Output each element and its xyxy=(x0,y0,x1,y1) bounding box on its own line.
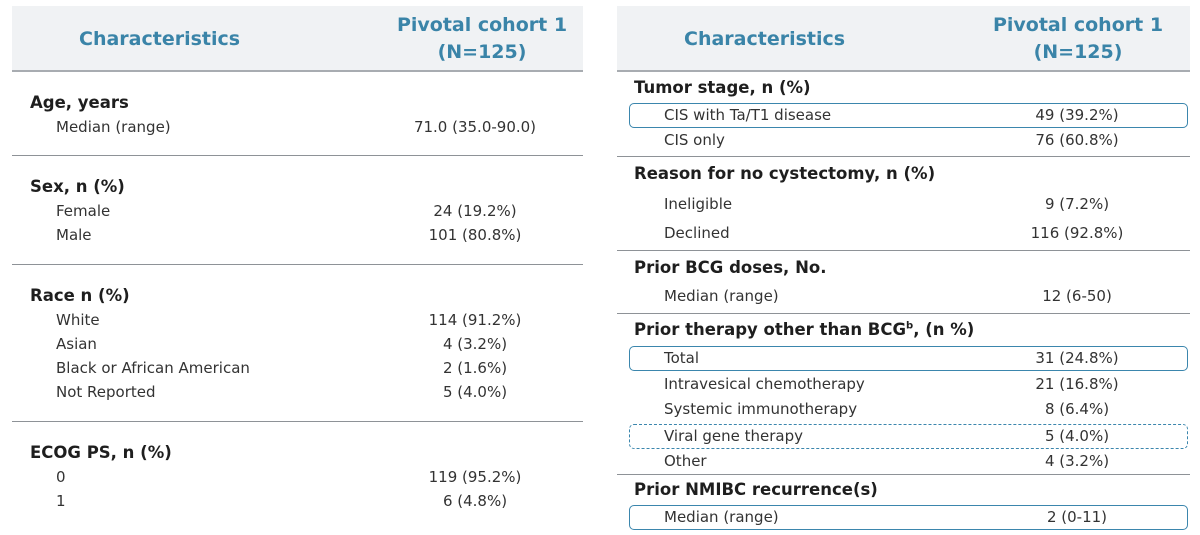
row-label: Viral gene therapy xyxy=(664,427,804,445)
table-row: CIS only 76 (60.8%) xyxy=(617,128,1190,152)
baseline-table-right: Characteristics Pivotal cohort 1 (N=125)… xyxy=(617,6,1190,535)
row-label: Not Reported xyxy=(56,383,156,401)
section-title: Tumor stage, n (%) xyxy=(634,78,811,97)
row-value: 119 (95.2%) xyxy=(428,468,522,486)
header-cohort-name: Pivotal cohort 1 xyxy=(396,14,568,36)
section-title: ECOG PS, n (%) xyxy=(30,443,172,462)
table-row: White 114 (91.2%) xyxy=(12,308,583,332)
row-label: Male xyxy=(56,226,92,244)
highlight-box xyxy=(629,103,1188,128)
row-label: Median (range) xyxy=(664,287,779,305)
table-row: Systemic immunotherapy 8 (6.4%) xyxy=(617,397,1190,421)
table-header: Characteristics Pivotal cohort 1 (N=125) xyxy=(12,6,583,72)
section-title: Prior therapy other than BCGb, (n %) xyxy=(634,320,975,339)
row-label: White xyxy=(56,311,100,329)
row-value: 24 (19.2%) xyxy=(433,202,517,220)
row-label: 1 xyxy=(56,492,66,510)
row-label: 0 xyxy=(56,468,66,486)
table-row: Other 4 (3.2%) xyxy=(617,449,1190,473)
section-title: Prior BCG doses, No. xyxy=(634,258,827,277)
section-title: Reason for no cystectomy, n (%) xyxy=(634,164,936,183)
table-row: Not Reported 5 (4.0%) xyxy=(12,380,583,404)
row-label: Female xyxy=(56,202,111,220)
header-characteristics: Characteristics xyxy=(79,28,241,50)
row-label: CIS only xyxy=(664,131,725,149)
highlight-box xyxy=(629,505,1188,530)
header-cohort: Pivotal cohort 1 (N=125) xyxy=(978,12,1178,66)
row-value: 12 (6-50) xyxy=(1042,287,1112,305)
section-title: Prior NMIBC recurrence(s) xyxy=(634,480,878,499)
row-value: 71.0 (35.0-90.0) xyxy=(413,118,537,136)
baseline-table-left: Characteristics Pivotal cohort 1 (N=125)… xyxy=(12,6,583,522)
row-value: 101 (80.8%) xyxy=(428,226,522,244)
row-label: Median (range) xyxy=(664,508,779,526)
section-ecog: ECOG PS, n (%) 0 119 (95.2%) 1 6 (4.8%) xyxy=(12,422,583,522)
row-value: 8 (6.4%) xyxy=(1044,400,1110,418)
section-race: Race n (%) White 114 (91.2%) Asian 4 (3.… xyxy=(12,265,583,422)
row-value: 31 (24.8%) xyxy=(1035,349,1119,367)
table-row: Ineligible 9 (7.2%) xyxy=(617,192,1190,216)
section-title: Age, years xyxy=(30,93,129,112)
section-no-cystectomy: Reason for no cystectomy, n (%) Ineligib… xyxy=(617,157,1190,251)
row-label: Black or African American xyxy=(56,359,250,377)
row-value: 5 (4.0%) xyxy=(1044,427,1110,445)
table-row: Total 31 (24.8%) xyxy=(617,346,1190,370)
section-title: Race n (%) xyxy=(30,286,130,305)
table-row: CIS with Ta/T1 disease 49 (39.2%) xyxy=(617,103,1190,127)
table-row: Asian 4 (3.2%) xyxy=(12,332,583,356)
row-label: Declined xyxy=(664,224,730,242)
highlight-box-dashed xyxy=(629,424,1188,449)
table-header: Characteristics Pivotal cohort 1 (N=125) xyxy=(617,6,1190,72)
row-value: 4 (3.2%) xyxy=(442,335,508,353)
header-cohort: Pivotal cohort 1 (N=125) xyxy=(382,12,582,66)
row-label: Median (range) xyxy=(56,118,171,136)
row-value: 2 (0-11) xyxy=(1046,508,1108,526)
section-nmibc-recurrence: Prior NMIBC recurrence(s) Median (range)… xyxy=(617,475,1190,535)
row-value: 9 (7.2%) xyxy=(1044,195,1110,213)
header-cohort-n: (N=125) xyxy=(1033,41,1123,63)
header-cohort-n: (N=125) xyxy=(437,41,527,63)
section-prior-bcg: Prior BCG doses, No. Median (range) 12 (… xyxy=(617,251,1190,314)
row-value: 21 (16.8%) xyxy=(1035,375,1119,393)
row-value: 4 (3.2%) xyxy=(1044,452,1110,470)
table-row: Median (range) 12 (6-50) xyxy=(617,284,1190,308)
table-row: Black or African American 2 (1.6%) xyxy=(12,356,583,380)
row-value: 76 (60.8%) xyxy=(1035,131,1119,149)
row-value: 5 (4.0%) xyxy=(442,383,508,401)
row-value: 114 (91.2%) xyxy=(428,311,522,329)
table-row: 1 6 (4.8%) xyxy=(12,489,583,513)
table-row: Median (range) 71.0 (35.0-90.0) xyxy=(12,115,583,139)
table-row: Declined 116 (92.8%) xyxy=(617,221,1190,245)
section-tumor-stage: Tumor stage, n (%) CIS with Ta/T1 diseas… xyxy=(617,72,1190,157)
section-title: Sex, n (%) xyxy=(30,177,125,196)
table-row: Viral gene therapy 5 (4.0%) xyxy=(617,424,1190,448)
header-characteristics: Characteristics xyxy=(684,28,846,50)
table-row: Female 24 (19.2%) xyxy=(12,199,583,223)
row-label: Other xyxy=(664,452,707,470)
highlight-box xyxy=(629,346,1188,371)
row-label: Systemic immunotherapy xyxy=(664,400,858,418)
row-label: Asian xyxy=(56,335,97,353)
row-label: Ineligible xyxy=(664,195,733,213)
row-value: 2 (1.6%) xyxy=(442,359,508,377)
table-row: 0 119 (95.2%) xyxy=(12,465,583,489)
row-value: 6 (4.8%) xyxy=(442,492,508,510)
row-label: Total xyxy=(664,349,700,367)
section-age: Age, years Median (range) 71.0 (35.0-90.… xyxy=(12,72,583,156)
row-value: 116 (92.8%) xyxy=(1030,224,1124,242)
row-value: 49 (39.2%) xyxy=(1035,106,1119,124)
section-prior-therapy: Prior therapy other than BCGb, (n %) Tot… xyxy=(617,314,1190,475)
header-cohort-name: Pivotal cohort 1 xyxy=(992,14,1164,36)
section-sex: Sex, n (%) Female 24 (19.2%) Male 101 (8… xyxy=(12,156,583,265)
row-label: CIS with Ta/T1 disease xyxy=(664,106,832,124)
row-label: Intravesical chemotherapy xyxy=(664,375,865,393)
table-row: Male 101 (80.8%) xyxy=(12,223,583,247)
table-row: Intravesical chemotherapy 21 (16.8%) xyxy=(617,372,1190,396)
table-row: Median (range) 2 (0-11) xyxy=(617,505,1190,529)
